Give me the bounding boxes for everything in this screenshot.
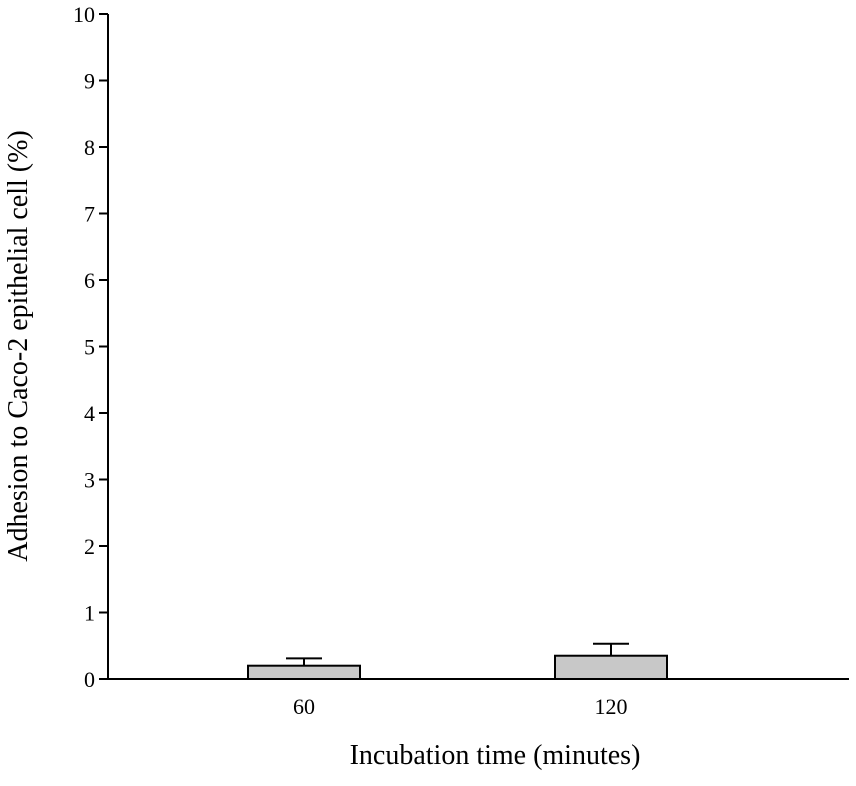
y-tick-label: 6 — [84, 268, 95, 293]
y-tick-label: 7 — [84, 202, 95, 227]
x-tick-label: 120 — [595, 694, 628, 719]
x-tick-label: 60 — [293, 694, 315, 719]
y-tick-label: 5 — [84, 335, 95, 360]
y-axis-label: Adhesion to Caco-2 epithelial cell (%) — [3, 130, 34, 562]
x-axis-tick-labels: 60 120 — [293, 694, 628, 719]
y-tick-label: 10 — [73, 2, 95, 27]
y-tick-label: 3 — [84, 468, 95, 493]
y-tick-label: 0 — [84, 667, 95, 692]
y-tick-label: 2 — [84, 534, 95, 559]
y-tick-label: 1 — [84, 601, 95, 626]
bar-60 — [247, 664, 361, 681]
y-tick-label: 9 — [84, 69, 95, 94]
y-axis-ticks — [99, 13, 108, 680]
x-axis-label: Incubation time (minutes) — [350, 740, 641, 771]
y-tick-label: 8 — [84, 135, 95, 160]
y-tick-label: 4 — [84, 401, 95, 426]
y-axis-tick-labels: 0 1 2 3 4 5 6 7 8 9 10 — [73, 2, 95, 692]
bar-120 — [554, 654, 668, 680]
error-bars-group — [286, 642, 629, 666]
